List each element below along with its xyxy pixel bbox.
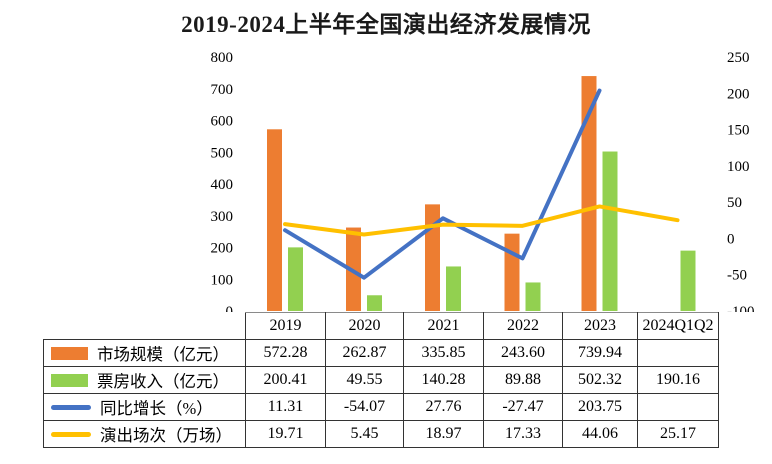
chart-title: 2019-2024上半年全国演出经济发展情况 [181, 12, 591, 37]
value-cell: 18.97 [403, 420, 484, 448]
bar-2023-series0 [581, 76, 597, 311]
bar-2019-series0 [267, 129, 282, 311]
table-header-row: 2019 2020 2021 2022 2023 2024Q1Q2 [44, 312, 719, 340]
left-axis-tick-label: 100 [211, 272, 234, 288]
value-cell: 25.17 [637, 420, 719, 448]
bar-swatch-icon [51, 346, 88, 360]
right-axis-tick-label: -100 [727, 304, 755, 312]
bar-2021-series1 [446, 266, 461, 311]
bar-2020-series1 [367, 295, 382, 311]
value-cell: 89.88 [483, 366, 563, 394]
left-axis-tick-label: 0 [226, 304, 234, 312]
legend-cell: 票房收入（亿元） [43, 366, 246, 394]
year-header: 2022 [483, 312, 563, 340]
series-label: 票房收入（亿元） [97, 372, 229, 391]
right-axis-tick-label: 100 [727, 159, 750, 175]
line-series3 [283, 204, 680, 237]
bar-2024Q1Q2-series1 [680, 250, 696, 311]
value-cell: 190.16 [637, 366, 719, 394]
left-axis-tick-label: 300 [211, 209, 234, 225]
value-cell: 203.75 [562, 393, 638, 421]
value-cell: 140.28 [403, 366, 484, 394]
right-axis-tick-label: 150 [727, 123, 750, 139]
left-axis-tick-label: 200 [211, 241, 234, 257]
legend-header-spacer [44, 313, 246, 340]
line-series2 [283, 88, 602, 280]
right-axis-tick-label: 200 [727, 86, 750, 102]
table-body: 市场规模（亿元） 572.28 262.87 335.85 243.60 739.94 票房… [43, 339, 719, 448]
bar-2022-series1 [525, 282, 541, 311]
left-axis-tick-label: 700 [211, 82, 234, 98]
value-cell: 49.55 [325, 366, 404, 394]
value-cell: 243.60 [483, 339, 563, 367]
left-axis-tick-label: 800 [211, 50, 234, 66]
value-cell: 17.33 [483, 420, 563, 448]
left-axis-tick-label: 400 [211, 177, 234, 193]
year-header: 2021 [403, 312, 484, 340]
left-axis-tick-label: 600 [211, 114, 234, 130]
value-cell: 44.06 [562, 420, 638, 448]
bar-2019-series1 [288, 247, 303, 311]
value-cell [637, 339, 719, 367]
chart-plot-area: 0 100 200 300 400 500 600 700 800 -100 -50 0 50 100 15… [211, 50, 755, 312]
table-row: 市场规模（亿元） 572.28 262.87 335.85 243.60 739.94 [43, 339, 719, 367]
value-cell: 200.41 [245, 366, 326, 394]
right-axis-tick-label: -50 [727, 268, 747, 284]
line-swatch-icon [51, 431, 91, 437]
value-cell: 739.94 [562, 339, 638, 367]
table-row: 演出场次（万场） 19.71 5.45 18.97 17.33 44.06 25.17 [43, 420, 719, 448]
year-header: 2019 [245, 312, 326, 340]
value-cell: 572.28 [245, 339, 326, 367]
value-cell: 5.45 [325, 420, 404, 448]
right-axis-tick-label: 0 [727, 231, 735, 247]
legend-cell: 同比增长（%） [43, 393, 246, 421]
value-cell: -27.47 [483, 393, 563, 421]
table-row: 票房收入（亿元） 200.41 49.55 140.28 89.88 502.32 190.… [43, 366, 719, 394]
bar-2022-series0 [504, 233, 520, 311]
legend-cell: 演出场次（万场） [43, 420, 246, 448]
data-table: 2019 2020 2021 2022 2023 2024Q1Q2 市场规模（亿元） 572… [43, 312, 719, 448]
legend-cell: 市场规模（亿元） [43, 339, 246, 367]
right-axis-tick-label: 50 [727, 195, 742, 211]
series-label: 同比增长（%） [100, 399, 213, 418]
value-cell: 11.31 [245, 393, 326, 421]
value-cell: 262.87 [325, 339, 404, 367]
left-axis-tick-label: 500 [211, 145, 234, 161]
value-cell: 27.76 [403, 393, 484, 421]
value-cell [637, 393, 719, 421]
line-swatch-icon [51, 404, 91, 410]
series-label: 演出场次（万场） [100, 426, 232, 445]
year-header: 2023 [562, 312, 638, 340]
value-cell: 335.85 [403, 339, 484, 367]
table-row: 同比增长（%） 11.31 -54.07 27.76 -27.47 203.75 [43, 393, 719, 421]
right-axis-tick-label: 250 [727, 50, 750, 66]
year-header: 2020 [325, 312, 404, 340]
value-cell: -54.07 [325, 393, 404, 421]
bar-2023-series1 [602, 151, 618, 311]
series-label: 市场规模（亿元） [97, 345, 229, 364]
bar-swatch-icon [51, 373, 88, 387]
value-cell: 502.32 [562, 366, 638, 394]
year-header: 2024Q1Q2 [637, 312, 719, 340]
value-cell: 19.71 [245, 420, 326, 448]
